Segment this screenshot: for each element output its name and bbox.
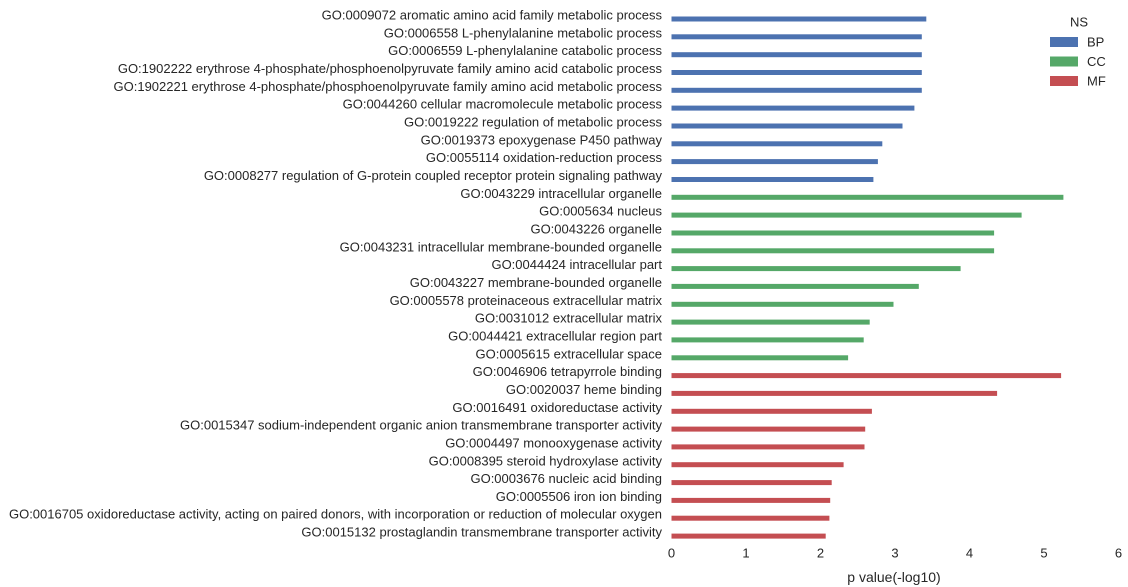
bar-mf bbox=[671, 373, 1062, 379]
bar-cc bbox=[671, 230, 995, 236]
category-label: GO:0046906 tetrapyrrole binding bbox=[473, 364, 662, 379]
bar-cc bbox=[671, 319, 870, 325]
category-label: GO:0005578 proteinaceous extracellular m… bbox=[390, 293, 663, 308]
bar-bp bbox=[671, 16, 927, 22]
legend-label-cc: CC bbox=[1087, 54, 1106, 69]
bar-bp bbox=[671, 177, 874, 182]
category-label: GO:0008277 regulation of G-protein coupl… bbox=[204, 168, 663, 183]
x-tick-labels-group: 0 1 2 3 4 5 6 bbox=[668, 546, 1122, 561]
category-label: GO:0004497 monooxygenase activity bbox=[445, 435, 662, 450]
x-tick-label: 1 bbox=[742, 546, 749, 561]
bar-cc bbox=[671, 212, 1022, 218]
category-label: GO:0006559 L-phenylalanine catabolic pro… bbox=[388, 43, 662, 58]
category-label: GO:0020037 heme binding bbox=[506, 382, 662, 397]
category-label: GO:0019373 epoxygenase P450 pathway bbox=[421, 132, 663, 147]
bar-mf bbox=[671, 408, 872, 414]
bar-cc bbox=[671, 266, 961, 272]
bar-mf bbox=[671, 390, 998, 396]
bar-mf bbox=[671, 426, 866, 432]
x-axis-title: p value(-log10) bbox=[847, 569, 940, 585]
category-labels-group: GO:0009072 aromatic amino acid family me… bbox=[9, 8, 663, 540]
bar-mf bbox=[671, 515, 830, 521]
bar-cc bbox=[671, 355, 849, 361]
category-label: GO:0005615 extracellular space bbox=[476, 346, 662, 361]
legend-title: NS bbox=[1070, 15, 1088, 30]
bar-bp bbox=[671, 87, 922, 93]
bar-bp bbox=[671, 52, 922, 58]
category-label: GO:0005634 nucleus bbox=[539, 204, 662, 219]
bar-bp bbox=[671, 70, 922, 75]
category-label: GO:0016705 oxidoreductase activity, acti… bbox=[9, 507, 662, 522]
category-label: GO:1902222 erythrose 4-phosphate/phospho… bbox=[118, 61, 663, 76]
bar-cc bbox=[671, 283, 919, 289]
bar-bp bbox=[671, 34, 922, 40]
bar-mf bbox=[671, 462, 844, 468]
bar-bp bbox=[671, 159, 878, 165]
x-tick-label: 2 bbox=[817, 546, 824, 561]
bars-group bbox=[671, 16, 1064, 539]
bar-cc bbox=[671, 301, 894, 307]
bar-cc bbox=[671, 194, 1064, 200]
x-tick-label: 0 bbox=[668, 546, 675, 561]
bar-bp bbox=[671, 123, 903, 129]
bar-mf bbox=[671, 444, 865, 450]
category-label: GO:0043231 intracellular membrane-bounde… bbox=[340, 239, 662, 254]
category-label: GO:0003676 nucleic acid binding bbox=[470, 471, 662, 486]
legend-swatch-cc bbox=[1050, 56, 1078, 67]
x-tick-label: 3 bbox=[891, 546, 898, 561]
category-label: GO:0055114 oxidation-reduction process bbox=[426, 150, 663, 165]
category-label: GO:0005506 iron ion binding bbox=[496, 489, 662, 504]
bar-cc bbox=[671, 248, 995, 254]
category-label: GO:0031012 extracellular matrix bbox=[475, 311, 663, 326]
category-label: GO:0016491 oxidoreductase activity bbox=[452, 400, 662, 415]
bar-mf bbox=[671, 533, 826, 539]
category-label: GO:0044260 cellular macromolecule metabo… bbox=[343, 97, 663, 112]
bar-mf bbox=[671, 497, 831, 503]
category-label: GO:0044421 extracellular region part bbox=[448, 328, 662, 343]
x-tick-label: 5 bbox=[1040, 546, 1047, 561]
legend-swatch-bp bbox=[1050, 37, 1078, 47]
bar-mf bbox=[671, 480, 832, 486]
legend-swatch-mf bbox=[1050, 76, 1078, 86]
legend-label-mf: MF bbox=[1087, 74, 1106, 89]
category-label: GO:1902221 erythrose 4-phosphate/phospho… bbox=[114, 79, 663, 94]
category-label: GO:0009072 aromatic amino acid family me… bbox=[322, 8, 663, 23]
category-label: GO:0019222 regulation of metabolic proce… bbox=[404, 114, 662, 129]
legend: NS BP CC MF bbox=[1050, 15, 1106, 89]
category-label: GO:0043226 organelle bbox=[530, 221, 662, 236]
bar-bp bbox=[671, 141, 883, 147]
x-tick-label: 6 bbox=[1115, 546, 1122, 561]
category-label: GO:0043229 intracellular organelle bbox=[460, 186, 662, 201]
bar-bp bbox=[671, 105, 915, 111]
x-tick-label: 4 bbox=[966, 546, 973, 561]
category-label: GO:0043227 membrane-bounded organelle bbox=[410, 275, 662, 290]
category-label: GO:0015347 sodium-independent organic an… bbox=[180, 418, 662, 433]
category-label: GO:0044424 intracellular part bbox=[491, 257, 662, 272]
category-label: GO:0006558 L-phenylalanine metabolic pro… bbox=[384, 25, 663, 40]
category-label: GO:0015132 prostaglandin transmembrane t… bbox=[301, 525, 662, 540]
legend-label-bp: BP bbox=[1087, 35, 1104, 50]
bar-cc bbox=[671, 337, 864, 343]
category-label: GO:0008395 steroid hydroxylase activity bbox=[429, 453, 663, 468]
